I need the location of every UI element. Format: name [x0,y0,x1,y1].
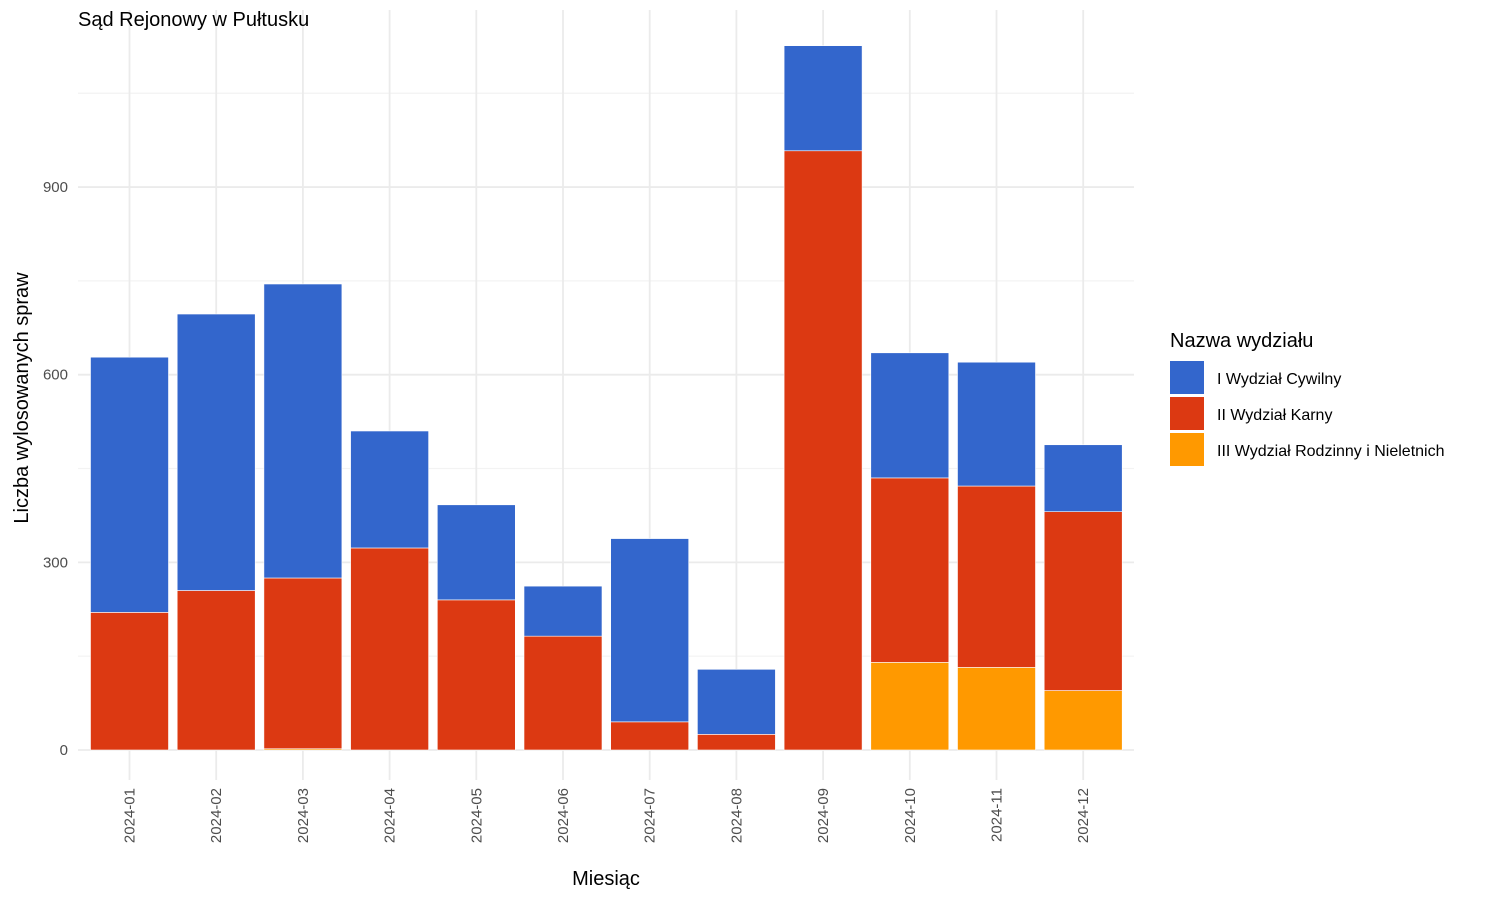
bar-segment [697,669,776,735]
bar-segment [350,547,429,751]
bar-segment [870,352,950,479]
x-tick-label: 2024-08 [728,788,745,843]
bar-segment [523,635,603,751]
legend-label: II Wydział Karny [1217,407,1332,424]
bar-segment [957,667,1036,751]
x-tick-label: 2024-11 [989,788,1006,842]
legend-title: Nazwa wydziału [1170,330,1313,352]
x-tick-label: 2024-07 [642,788,659,843]
x-tick-label: 2024-05 [468,788,485,843]
bar-segment [90,612,169,751]
bar-segment [436,504,516,601]
y-axis-ticks: 0 300 600 900 [43,179,68,759]
bar-segment [783,45,863,152]
legend-swatch [1170,433,1204,466]
legend-label: I Wydział Cywilny [1217,371,1341,388]
bar-segment [610,721,690,751]
x-tick-label: 2024-06 [555,788,572,843]
bar-segment [870,662,950,751]
bar-segment [176,313,256,591]
x-tick-label: 2024-10 [902,788,919,843]
bar-segment [783,150,863,751]
x-tick-label: 2024-12 [1075,788,1092,843]
bar-segment [697,734,776,751]
bar-segment [870,477,950,663]
y-tick-label: 300 [43,554,68,571]
bar-segment [957,485,1036,668]
y-axis-title: Liczba wylosowanych spraw [11,272,33,524]
bar-segment [523,585,603,637]
bar-segment [263,577,343,750]
bar-segment [350,430,429,549]
legend-swatch [1170,397,1204,430]
bar-segment [263,283,343,579]
bar-segment [1043,511,1123,691]
bar-segment [176,590,256,751]
x-axis-title: Miesiąc [572,868,640,890]
y-tick-label: 600 [43,367,68,384]
bar-segment [1043,690,1123,751]
bar-segment [957,361,1036,487]
legend: Nazwa wydziału I Wydział Cywilny II Wydzi… [1170,330,1445,466]
x-tick-label: 2024-09 [815,788,832,843]
x-tick-label: 2024-01 [122,788,139,843]
bar-segment [90,356,169,613]
bar-segment [610,538,690,723]
x-tick-label: 2024-03 [295,788,312,843]
legend-label: III Wydział Rodzinny i Nieletnich [1217,443,1445,460]
bars [90,45,1123,751]
y-tick-label: 0 [60,742,68,759]
x-tick-label: 2024-04 [382,788,399,843]
bar-segment [436,599,516,751]
legend-swatch [1170,361,1204,394]
x-axis-ticks: 2024-01 2024-02 2024-03 2024-04 2024-05 2024-… [122,788,1093,843]
chart-title: Sąd Rejonowy w Pułtusku [78,9,309,31]
bar-segment [1043,444,1123,512]
y-tick-label: 900 [43,179,68,196]
x-tick-label: 2024-02 [208,788,225,843]
